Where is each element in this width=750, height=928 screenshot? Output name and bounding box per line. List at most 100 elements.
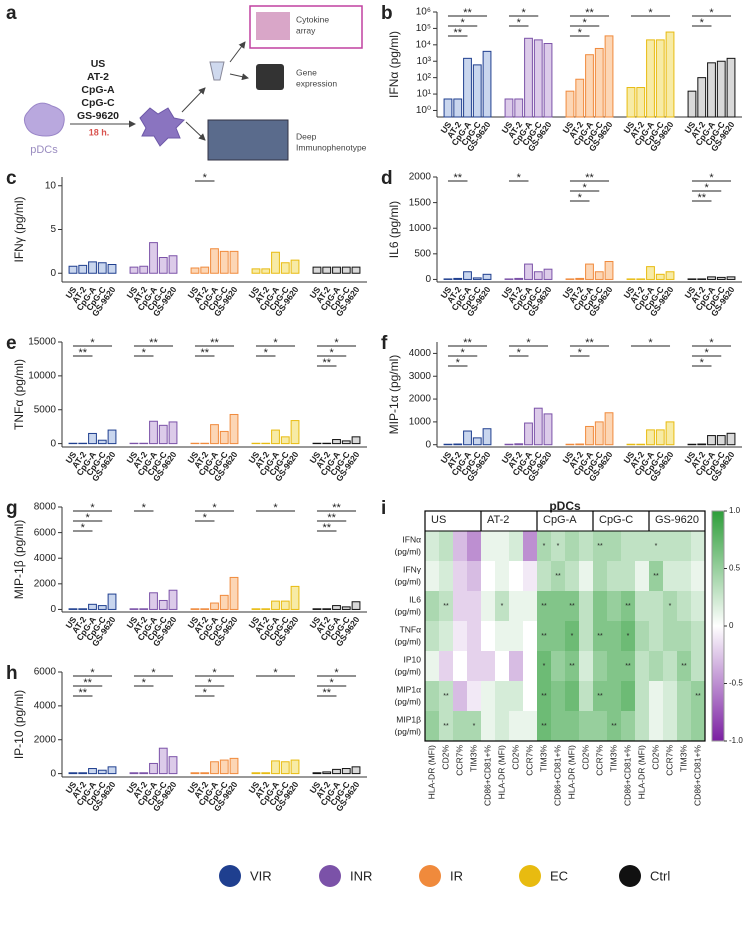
panel-letter: i	[381, 498, 386, 519]
output-label: Immunophenotype	[296, 142, 367, 152]
bar	[453, 443, 463, 446]
significance-label: **	[585, 172, 594, 184]
heat-cell	[691, 621, 705, 651]
bar	[88, 603, 97, 610]
y-tick-label: 6000	[34, 527, 57, 538]
heat-cell	[607, 531, 621, 561]
bar	[665, 31, 675, 118]
bar	[78, 772, 88, 775]
heat-cell	[551, 561, 565, 591]
bar	[575, 78, 585, 118]
heat-cell	[523, 561, 537, 591]
heat-cell	[551, 531, 565, 561]
heat-cell	[621, 531, 635, 561]
sequencer-icon	[256, 64, 284, 90]
arrow	[229, 41, 246, 63]
heat-cell	[579, 561, 593, 591]
bar	[219, 250, 229, 274]
significance-label: *	[578, 192, 583, 204]
bar	[149, 242, 158, 274]
significance-label: **	[332, 502, 341, 514]
output-label: Gene	[296, 67, 317, 77]
bar	[482, 273, 492, 280]
bar	[543, 268, 553, 280]
heat-cell	[663, 621, 677, 651]
bar	[97, 262, 107, 274]
significance-label: *	[704, 347, 709, 359]
y-tick-label: 4000	[409, 348, 432, 359]
heat-cell	[579, 531, 593, 561]
y-tick-label: 15000	[28, 337, 56, 348]
bar	[482, 428, 492, 446]
heat-cell	[649, 711, 663, 741]
significance-label: *	[704, 182, 709, 194]
bar	[655, 429, 665, 446]
bar	[190, 772, 200, 775]
heat-cell	[481, 651, 495, 681]
cell-significance: *	[473, 723, 476, 730]
heat-cell	[565, 651, 579, 681]
significance-label: *	[151, 667, 156, 679]
heat-cell	[621, 651, 635, 681]
heat-cell	[523, 591, 537, 621]
bar	[219, 594, 229, 610]
significance-label: *	[334, 667, 339, 679]
cell-significance: **	[555, 573, 561, 580]
cell-significance: **	[569, 603, 575, 610]
legend-swatch	[319, 865, 341, 887]
heat-cell	[495, 621, 509, 651]
duration: 18 h.	[89, 127, 110, 137]
heat-cell	[481, 711, 495, 741]
row-label: IP10	[404, 654, 422, 664]
bar	[482, 50, 492, 118]
heat-cell	[453, 531, 467, 561]
bar	[453, 277, 463, 280]
heat-cell	[439, 531, 453, 561]
heat-cell	[481, 561, 495, 591]
bar	[604, 412, 614, 446]
bar	[251, 608, 261, 610]
y-tick-label: 2000	[34, 734, 57, 745]
heat-cell	[537, 561, 551, 591]
row-label: MIP1α	[396, 684, 421, 694]
significance-label: *	[334, 337, 339, 349]
bar	[646, 429, 655, 446]
heat-cell	[537, 711, 551, 741]
bar	[463, 430, 472, 446]
bar	[261, 608, 271, 610]
y-tick-label: 0	[425, 439, 431, 450]
y-tick-label: 0	[50, 604, 56, 615]
legend-label: IR	[450, 868, 463, 883]
row-unit: (pg/ml)	[395, 726, 422, 736]
significance-label: *	[273, 337, 278, 349]
bar	[351, 266, 361, 274]
bar	[271, 760, 280, 775]
heat-cell	[439, 591, 453, 621]
bar	[280, 761, 290, 775]
heat-cell	[551, 591, 565, 621]
bar	[219, 759, 229, 775]
significance-label: *	[460, 17, 465, 29]
bar	[707, 276, 716, 280]
bar	[107, 593, 117, 610]
heat-cell	[467, 561, 481, 591]
bar	[210, 248, 219, 274]
significance-label: *	[582, 182, 587, 194]
significance-label: *	[648, 337, 653, 349]
y-tick-label: 10³	[417, 56, 432, 67]
bar	[697, 77, 707, 118]
heat-cell	[467, 711, 481, 741]
heat-cell	[481, 531, 495, 561]
bar	[78, 608, 88, 610]
bar	[200, 772, 210, 775]
bar	[261, 268, 271, 274]
heat-cell	[481, 681, 495, 711]
heat-cell	[425, 531, 439, 561]
heat-cell	[537, 621, 551, 651]
bar	[472, 437, 482, 446]
significance-label: **	[78, 347, 87, 359]
cytometer-icon	[207, 119, 289, 161]
heat-cell	[691, 711, 705, 741]
legend-label: VIR	[250, 868, 272, 883]
column-label: CD2%	[440, 745, 450, 770]
